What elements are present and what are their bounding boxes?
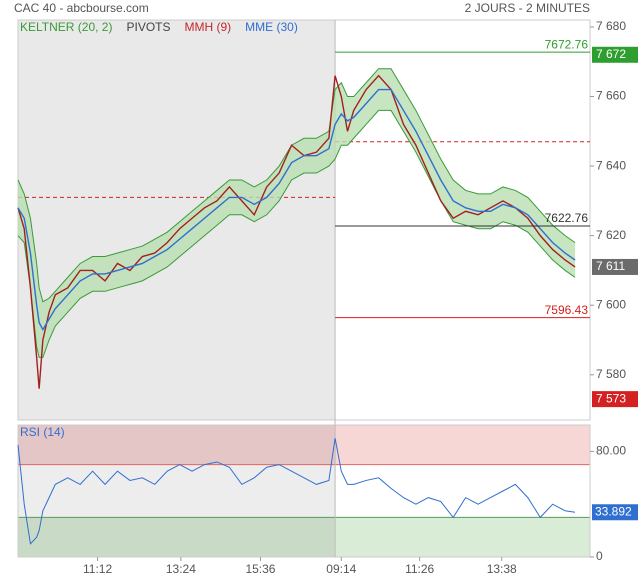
rsi-y-tick-label: 80.00: [596, 444, 626, 458]
previous-session: [18, 20, 336, 420]
y-tick-label: 7 580: [596, 367, 626, 381]
x-tick-label: 09:14: [326, 562, 356, 576]
rsi-y-tick-label: 0: [596, 549, 603, 563]
price-marker-label: 7 672: [596, 47, 626, 61]
price-marker: [592, 258, 638, 275]
price-marker-label: 7 611: [596, 259, 625, 273]
legend-entry: MME (30): [245, 20, 298, 34]
x-tick-label: 11:26: [405, 562, 434, 576]
rsi-oversold-zone: [18, 517, 590, 557]
x-tick-label: 13:24: [166, 562, 196, 576]
price-marker-label: 7 573: [596, 391, 626, 405]
rsi-last-label: 33.892: [595, 504, 632, 518]
price-marker: [592, 46, 638, 63]
rsi-line: [17, 438, 576, 545]
rsi-overbought-zone: [18, 425, 590, 465]
rsi-frame: [17, 424, 591, 558]
y-tick-label: 7 640: [596, 158, 626, 172]
level-label: 7672.76: [545, 37, 589, 51]
keltner-upper: [17, 68, 576, 303]
chart-title: CAC 40 - abcbourse.com: [14, 1, 149, 15]
keltner-lower: [17, 109, 576, 358]
rsi-title: RSI (14): [20, 425, 65, 439]
price-series: [17, 88, 576, 331]
rsi-previous-session: [18, 425, 336, 557]
level-label: 7622.76: [545, 211, 589, 225]
legend-entry: MMH (9): [185, 20, 232, 34]
level-label: 7596.43: [545, 303, 589, 317]
y-tick-label: 7 620: [596, 228, 626, 242]
price-marker: [592, 391, 638, 408]
y-tick-label: 7 600: [596, 297, 626, 311]
x-tick-label: 13:38: [487, 562, 517, 576]
legend-entry: KELTNER (20, 2): [20, 20, 112, 34]
y-tick-label: 7 680: [596, 19, 626, 33]
x-tick-label: 15:36: [245, 562, 275, 576]
price-series: [17, 74, 576, 389]
x-tick-label: 11:12: [83, 562, 112, 576]
rsi-last-marker: [592, 504, 638, 521]
y-tick-label: 7 660: [596, 89, 626, 103]
period-label: 2 JOURS - 2 MINUTES: [465, 1, 590, 15]
legend-entry: PIVOTS: [126, 20, 170, 34]
